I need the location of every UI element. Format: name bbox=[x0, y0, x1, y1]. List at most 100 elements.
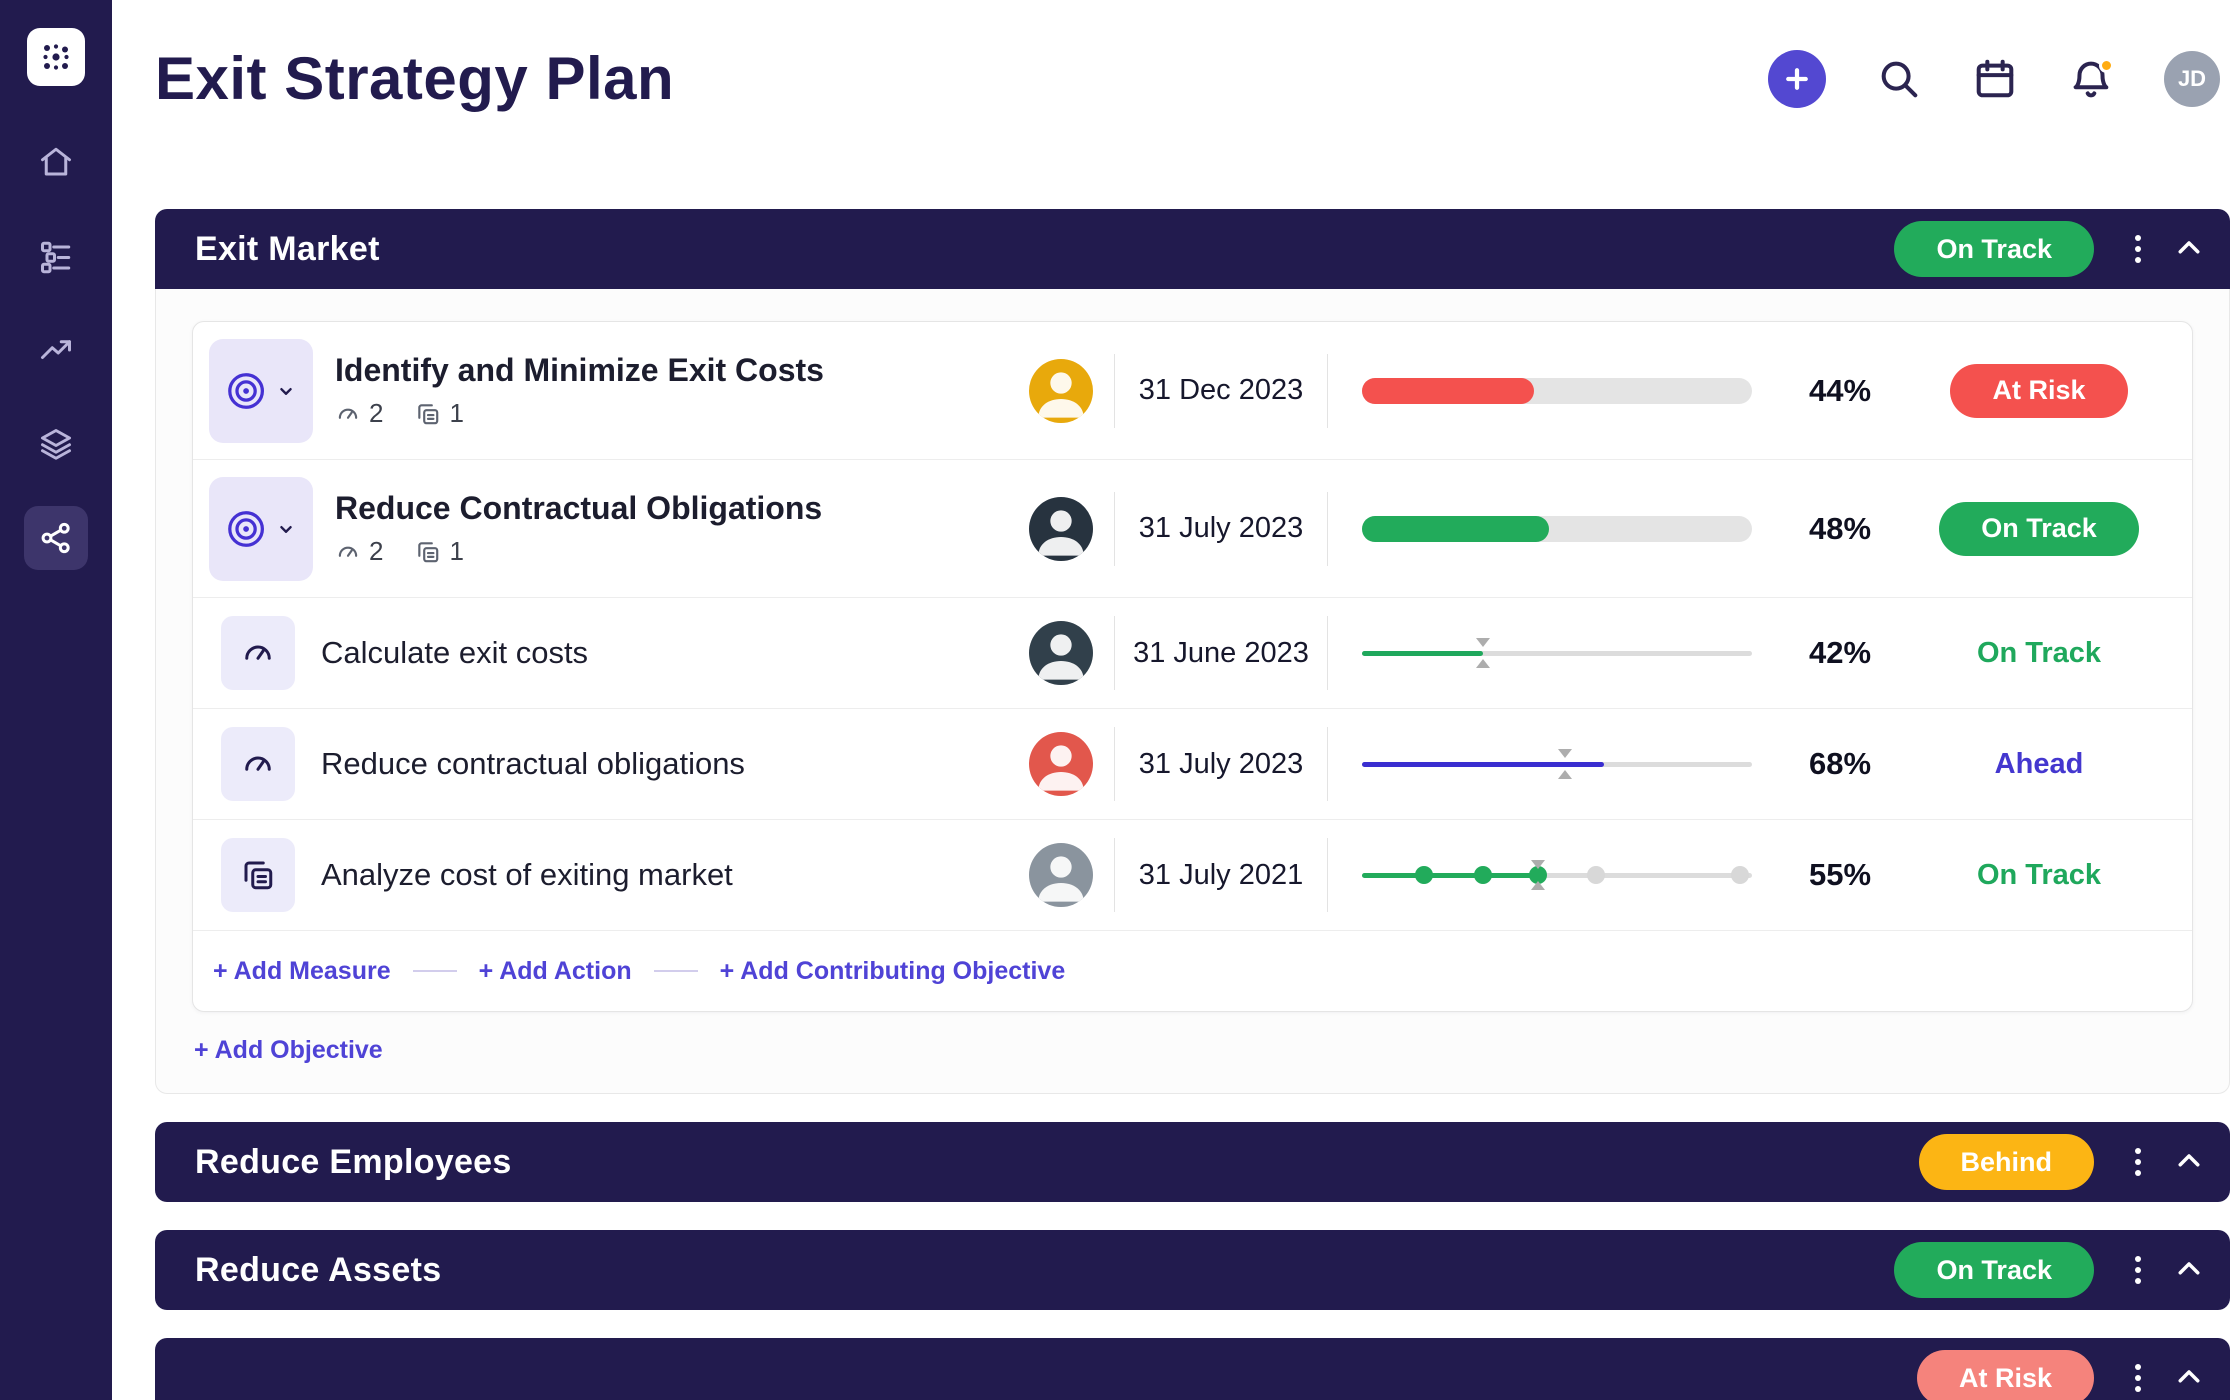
milestone-track bbox=[1362, 860, 1752, 890]
assignee-cell bbox=[1008, 843, 1114, 907]
add-objective-button[interactable]: + Add Objective bbox=[194, 1036, 383, 1064]
milestone-dot[interactable] bbox=[1528, 866, 1547, 884]
milestone-dot[interactable] bbox=[1587, 866, 1605, 884]
sidebar-item-layers[interactable] bbox=[24, 412, 88, 476]
sidebar-item-plans[interactable] bbox=[24, 224, 88, 288]
search-button[interactable] bbox=[1876, 56, 1922, 102]
progress-percent: 55% bbox=[1808, 857, 1872, 892]
assignee-avatar[interactable] bbox=[1029, 496, 1093, 561]
due-date: 31 Dec 2023 bbox=[1138, 374, 1304, 406]
progress-bar-fill bbox=[1362, 515, 1550, 542]
progress-line-fill bbox=[1362, 761, 1604, 767]
panel-status-badge: On Track bbox=[1894, 1242, 2094, 1298]
row-main: Calculate exit costs bbox=[321, 635, 1008, 671]
table-row-measure[interactable]: Reduce contractual obligations 31 bbox=[193, 709, 2192, 820]
panel-header[interactable]: Exit Market On Track bbox=[155, 209, 2230, 289]
notifications-button[interactable] bbox=[2068, 56, 2114, 102]
add-measure-button[interactable]: + Add Measure bbox=[213, 956, 391, 985]
link-separator bbox=[653, 970, 698, 972]
chevron-down-icon bbox=[280, 387, 292, 395]
add-contributing-objective-button[interactable]: + Add Contributing Objective bbox=[719, 956, 1066, 985]
panel-collapse-button[interactable] bbox=[2174, 1362, 2204, 1395]
sidebar-item-network[interactable] bbox=[24, 506, 88, 570]
action-title[interactable]: Analyze cost of exiting market bbox=[321, 857, 733, 892]
objective-expand-toggle[interactable] bbox=[209, 476, 313, 581]
column-divider bbox=[1327, 616, 1328, 690]
logo-dots-icon bbox=[43, 44, 69, 70]
layers-icon bbox=[41, 429, 71, 460]
panel-reduce-employees: Reduce Employees Behind bbox=[155, 1122, 2230, 1202]
progress-cell bbox=[1328, 860, 1786, 890]
sidebar-item-home[interactable] bbox=[24, 130, 88, 194]
panel-header[interactable]: Reduce Employees Behind bbox=[155, 1122, 2230, 1202]
column-divider bbox=[1114, 491, 1115, 566]
panel-collapse-button[interactable] bbox=[2174, 233, 2204, 266]
assignee-avatar[interactable] bbox=[1029, 358, 1093, 423]
panel-collapse-button[interactable] bbox=[2174, 1146, 2204, 1179]
status-cell: At Risk bbox=[1894, 363, 2184, 418]
panel-title: Reduce Employees bbox=[195, 1142, 512, 1181]
person-silhouette-icon bbox=[1038, 745, 1084, 791]
measure-title[interactable]: Reduce contractual obligations bbox=[321, 746, 745, 781]
column-divider bbox=[1114, 616, 1115, 690]
topbar-actions: JD bbox=[1768, 50, 2220, 108]
panel-status-badge: On Track bbox=[1894, 221, 2094, 277]
table-row-objective[interactable]: Reduce Contractual Obligations 2 bbox=[193, 460, 2192, 598]
calendar-button[interactable] bbox=[1972, 56, 2018, 102]
panel-header[interactable]: Reduce Assets On Track bbox=[155, 1230, 2230, 1310]
table-row-measure[interactable]: Calculate exit costs 31 June 2023 bbox=[193, 598, 2192, 709]
assignee-avatar[interactable] bbox=[1029, 732, 1093, 796]
due-date: 31 July 2023 bbox=[1138, 747, 1304, 780]
due-date: 31 June 2023 bbox=[1133, 636, 1309, 669]
panel-body: Identify and Minimize Exit Costs 2 bbox=[155, 289, 2230, 1094]
person-silhouette-icon bbox=[1038, 856, 1084, 902]
measure-title[interactable]: Calculate exit costs bbox=[321, 635, 589, 670]
measure-icon-box bbox=[221, 616, 295, 690]
row-icon-cell bbox=[193, 616, 321, 690]
panel-menu-button[interactable] bbox=[2116, 227, 2160, 271]
row-main: Analyze cost of exiting market bbox=[321, 857, 1008, 893]
main-content: Exit Strategy Plan bbox=[112, 0, 2230, 1400]
progress-percent: 48% bbox=[1808, 510, 1872, 546]
panel-status-badge: Behind bbox=[1918, 1134, 2094, 1190]
panel-menu-button[interactable] bbox=[2116, 1140, 2160, 1184]
assignee-avatar[interactable] bbox=[1029, 621, 1093, 685]
action-copy-icon bbox=[244, 861, 273, 890]
user-avatar[interactable]: JD bbox=[2164, 51, 2220, 107]
table-row-action[interactable]: Analyze cost of exiting market 31 bbox=[193, 820, 2192, 931]
sidebar bbox=[0, 0, 112, 1400]
assignee-cell bbox=[1008, 496, 1114, 561]
milestone-dot[interactable] bbox=[1731, 866, 1750, 884]
bell-icon bbox=[2073, 61, 2109, 98]
measure-gauge-icon bbox=[338, 408, 358, 419]
progress-percent: 42% bbox=[1808, 635, 1872, 670]
sidebar-item-performance[interactable] bbox=[24, 318, 88, 382]
row-icon-cell bbox=[193, 727, 321, 801]
app-logo[interactable] bbox=[27, 28, 85, 86]
panel-menu-button[interactable] bbox=[2116, 1248, 2160, 1292]
card-footer: + Add Measure + Add Action + Add Contrib… bbox=[193, 931, 2192, 1011]
panel-collapse-button[interactable] bbox=[2174, 1254, 2204, 1287]
add-action-button[interactable]: + Add Action bbox=[478, 956, 632, 985]
create-button[interactable] bbox=[1768, 50, 1826, 108]
column-divider bbox=[1114, 838, 1115, 912]
chevron-up-icon bbox=[2178, 1153, 2200, 1166]
status-badge: On Track bbox=[1939, 501, 2139, 556]
assignee-cell bbox=[1008, 621, 1114, 685]
milestone-dot[interactable] bbox=[1415, 866, 1434, 884]
home-icon bbox=[41, 147, 71, 176]
assignee-avatar[interactable] bbox=[1029, 843, 1093, 907]
progress-bar bbox=[1362, 515, 1752, 542]
status-text: On Track bbox=[1976, 858, 2102, 891]
objective-title[interactable]: Reduce Contractual Obligations bbox=[335, 490, 823, 526]
objective-expand-toggle[interactable] bbox=[209, 338, 313, 443]
milestone-dot[interactable] bbox=[1473, 866, 1492, 884]
table-row-objective[interactable]: Identify and Minimize Exit Costs 2 bbox=[193, 322, 2192, 460]
chevron-up-icon bbox=[2178, 1261, 2200, 1274]
objective-title[interactable]: Identify and Minimize Exit Costs bbox=[335, 352, 824, 388]
progress-bar bbox=[1362, 377, 1752, 404]
objective-target-icon bbox=[228, 372, 265, 409]
panel-menu-button[interactable] bbox=[2116, 1356, 2160, 1400]
status-cell: On Track bbox=[1894, 501, 2184, 556]
panel-header[interactable]: At Risk bbox=[155, 1338, 2230, 1400]
